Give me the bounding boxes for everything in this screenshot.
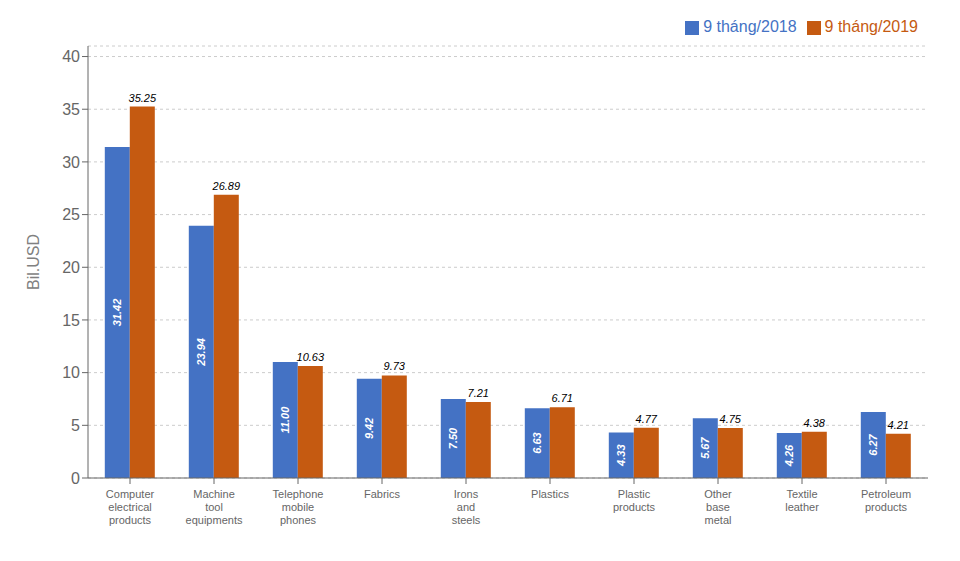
svg-text:9.73: 9.73: [384, 360, 406, 372]
svg-text:35: 35: [62, 101, 80, 118]
svg-text:Machinetoolequipments: Machinetoolequipments: [186, 488, 243, 526]
svg-text:0: 0: [71, 470, 80, 487]
svg-text:5: 5: [71, 417, 80, 434]
svg-text:4.33: 4.33: [615, 444, 627, 466]
html-text:9 tháng/2018: 9 tháng/2018: [703, 18, 797, 35]
svg-text:40: 40: [62, 48, 80, 65]
svg-text:4.38: 4.38: [804, 417, 826, 429]
svg-text:30: 30: [62, 154, 80, 171]
svg-text:Otherbasemetal: Otherbasemetal: [704, 488, 732, 526]
svg-text:4.26: 4.26: [783, 444, 795, 467]
svg-text:10.63: 10.63: [297, 351, 325, 363]
svg-text:Computerelectricalproducts: Computerelectricalproducts: [106, 488, 155, 526]
svg-text:Plasticproducts: Plasticproducts: [613, 488, 656, 513]
svg-text:11.00: 11.00: [279, 406, 291, 434]
svg-text:20: 20: [62, 259, 80, 276]
svg-text:Petroleumproducts: Petroleumproducts: [861, 488, 911, 513]
svg-text:23.94: 23.94: [195, 338, 207, 367]
svg-text:Telephonemobilephones: Telephonemobilephones: [273, 488, 324, 526]
svg-text:6.71: 6.71: [552, 392, 573, 404]
svg-text:5.67: 5.67: [699, 437, 711, 459]
svg-text:25: 25: [62, 206, 80, 223]
svg-text:7.50: 7.50: [447, 427, 459, 449]
svg-text:Ironsandsteels: Ironsandsteels: [452, 488, 481, 526]
svg-text:4.75: 4.75: [720, 413, 742, 425]
html-text:9 tháng/2019: 9 tháng/2019: [824, 18, 918, 35]
svg-text:Fabrics: Fabrics: [364, 488, 401, 500]
svg-text:35.25: 35.25: [129, 92, 157, 104]
svg-text:26.89: 26.89: [212, 180, 241, 192]
svg-text:9.42: 9.42: [363, 418, 375, 439]
svg-text:4.21: 4.21: [888, 419, 909, 431]
svg-text:Bil.USD: Bil.USD: [25, 234, 42, 290]
svg-text:7.21: 7.21: [468, 387, 489, 399]
svg-text:15: 15: [62, 312, 80, 329]
svg-text:31.42: 31.42: [111, 299, 123, 327]
svg-text:6.63: 6.63: [531, 432, 543, 453]
svg-text:Plastics: Plastics: [531, 488, 569, 500]
svg-text:Textileleather: Textileleather: [785, 488, 819, 513]
svg-text:4.77: 4.77: [636, 413, 658, 425]
svg-text:6.27: 6.27: [867, 433, 879, 455]
svg-text:10: 10: [62, 364, 80, 381]
